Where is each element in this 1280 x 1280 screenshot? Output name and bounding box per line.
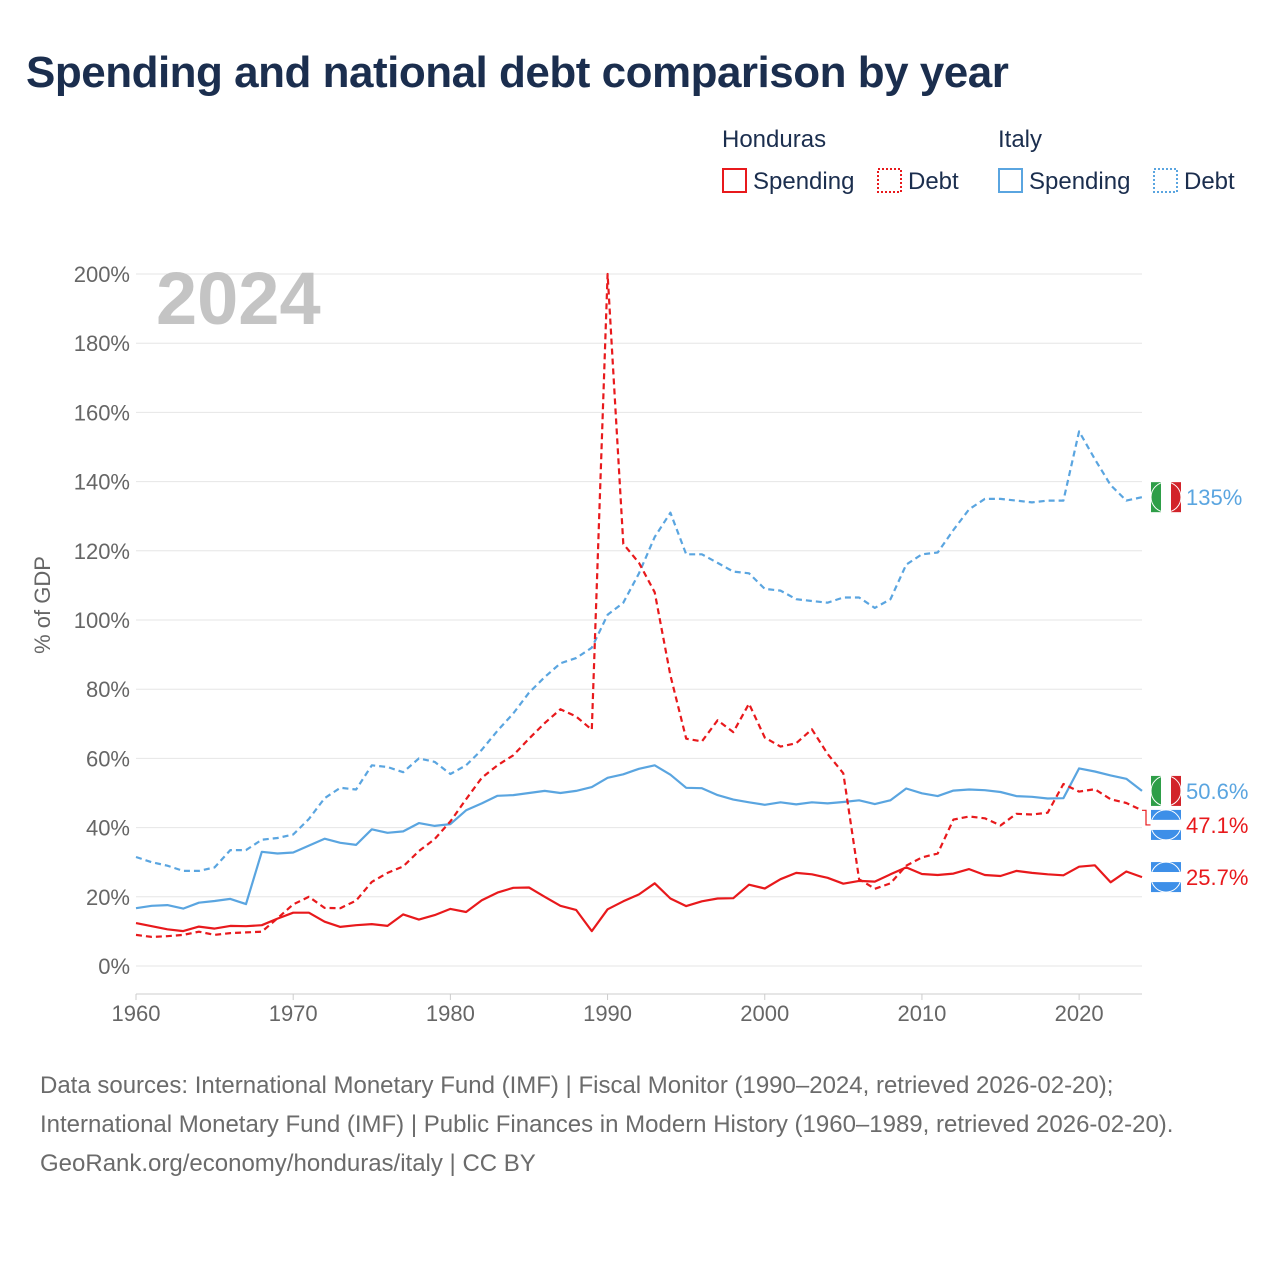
line-italy-spending [135, 764, 1143, 910]
y-tick-label: 120% [74, 539, 130, 564]
y-axis-label: % of GDP [30, 556, 55, 654]
end-connector [1142, 809, 1152, 826]
y-tick-label: 140% [74, 470, 130, 495]
y-tick-label: 100% [74, 608, 130, 633]
legend-swatch-solid [998, 168, 1023, 193]
italy-flag-icon-red [1171, 482, 1181, 513]
end-value-label: 47.1% [1186, 813, 1248, 838]
legend-item-label: Spending [753, 168, 854, 195]
y-tick-label: 80% [86, 677, 130, 702]
x-tick-label: 1990 [583, 1001, 632, 1026]
honduras-flag-icon-bottom [1151, 829, 1181, 840]
flag-outline [1150, 775, 1182, 807]
end-labels: 135% 50.6% 47.1% 25.7% [1142, 481, 1248, 893]
honduras-flag-icon-top [1151, 809, 1181, 820]
chart-title: Spending and national debt comparison by… [26, 48, 1009, 97]
y-tick-label: 180% [74, 331, 130, 356]
honduras-flag-icon-middle [1151, 872, 1181, 883]
data-sources: Data sources: International Monetary Fun… [40, 1072, 1174, 1138]
line-honduras-spending [135, 864, 1143, 933]
x-tick-label: 2000 [740, 1001, 789, 1026]
y-tick-label: 160% [74, 400, 130, 425]
y-tick-label: 200% [74, 262, 130, 287]
honduras-flag-icon-bottom [1151, 882, 1181, 893]
italy-flag-icon-white [1161, 482, 1171, 513]
legend-item-label: Spending [1029, 168, 1130, 195]
x-tick-label: 1980 [426, 1001, 475, 1026]
end-value-label: 25.7% [1186, 865, 1248, 890]
x-axis: 1960 1970 1980 1990 2000 2010 2020 [112, 993, 1142, 1026]
legend-country-label: Italy [998, 126, 1042, 153]
x-tick-label: 2020 [1055, 1001, 1104, 1026]
y-axis: 0% 20% 40% 60% 80% 100% 120% 140% 160% 180% 200% [74, 262, 130, 979]
flag-outline [1150, 809, 1182, 841]
legend-swatch-dotted [877, 168, 902, 193]
x-tick-label: 2010 [897, 1001, 946, 1026]
y-tick-label: 40% [86, 816, 130, 841]
honduras-flag-icon-top [1151, 862, 1181, 873]
end-value-label: 50.6% [1186, 779, 1248, 804]
italy-flag-icon-white [1161, 775, 1171, 806]
honduras-flag-icon-middle [1151, 819, 1181, 830]
italy-flag-icon-green [1151, 482, 1161, 513]
end-value-label: 135% [1186, 485, 1242, 510]
italy-flag-icon-red [1171, 775, 1181, 806]
flag-outline [1150, 481, 1182, 513]
legend-item-label: Debt [1184, 168, 1235, 195]
legend-swatch-dotted [1153, 168, 1178, 193]
legend-country-label: Honduras [722, 126, 826, 153]
x-tick-label: 1960 [112, 1001, 161, 1026]
x-tick-label: 1970 [269, 1001, 318, 1026]
y-tick-label: 20% [86, 885, 130, 910]
legend-swatch-solid [722, 168, 747, 193]
y-tick-label: 60% [86, 746, 130, 771]
footer: Data sources: International Monetary Fun… [40, 1066, 1240, 1183]
flag-outline [1150, 861, 1182, 893]
legend: Honduras Spending Debt Italy Spending Debt [722, 126, 1235, 195]
italy-flag-icon-green [1151, 775, 1161, 806]
credit: GeoRank.org/economy/honduras/italy | CC … [40, 1150, 536, 1177]
chart: Honduras Spending Debt Italy Spending Debt 0%… [30, 126, 1248, 1026]
y-tick-label: 0% [98, 954, 130, 979]
year-watermark: 2024 [156, 257, 321, 340]
series-lines [135, 272, 1143, 939]
line-italy-debt [135, 430, 1143, 873]
line-honduras-debt [135, 272, 1143, 939]
gridlines [136, 273, 1142, 967]
legend-item-label: Debt [908, 168, 959, 195]
